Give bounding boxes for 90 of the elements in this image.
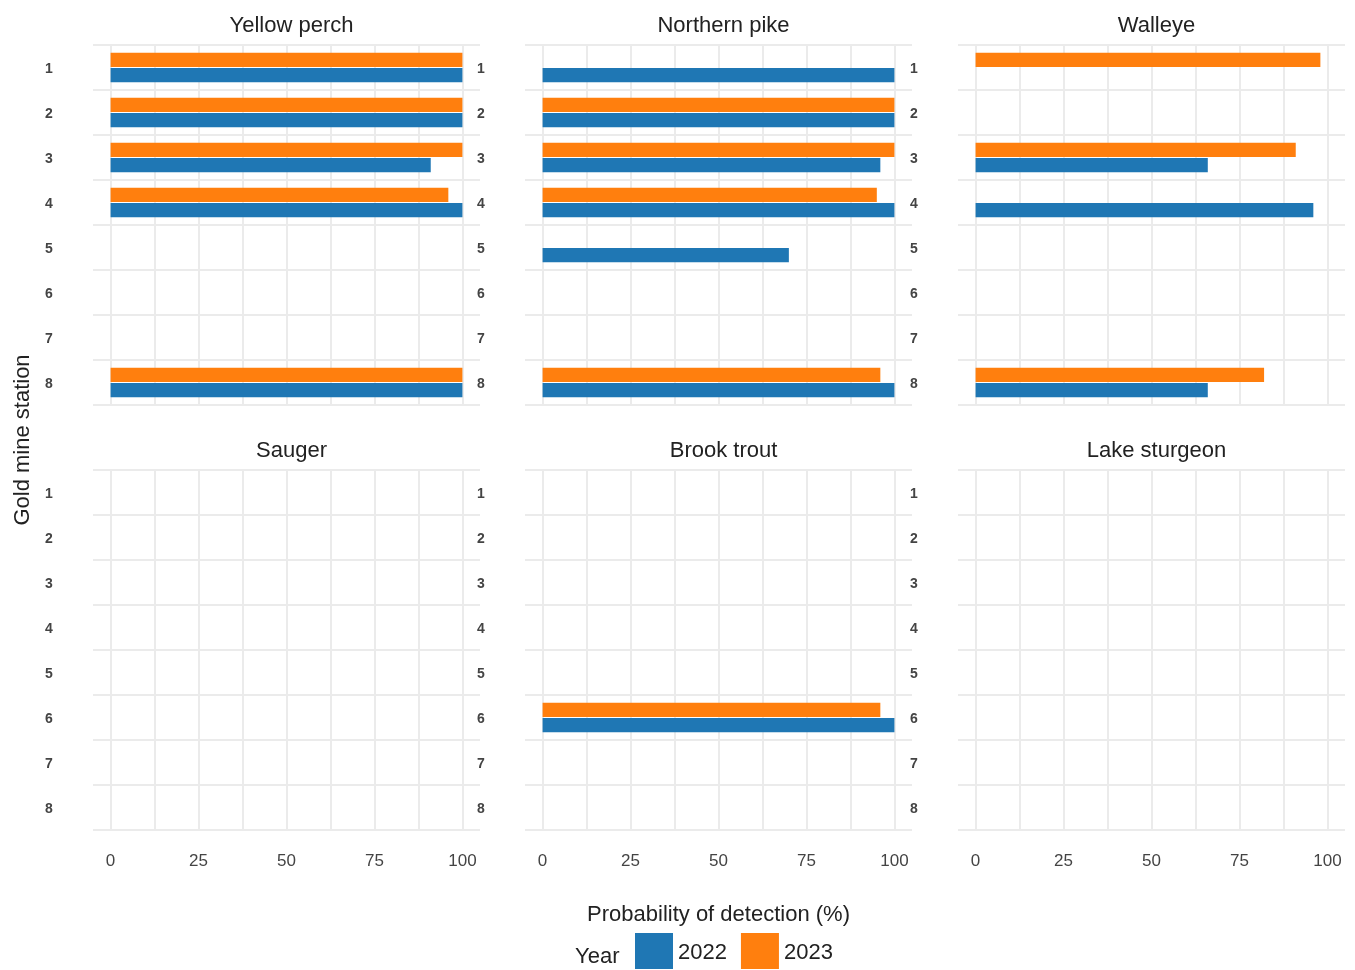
y-tick-label: 8: [45, 374, 54, 391]
y-tick-label: 7: [910, 329, 919, 346]
y-tick-label: 6: [910, 284, 919, 301]
x-tick-label: 25: [621, 851, 641, 870]
y-tick-label: 4: [477, 194, 486, 211]
y-tick-label: 5: [910, 664, 919, 681]
y-tick-label: 6: [477, 709, 486, 726]
bar: [542, 142, 895, 157]
x-tick-label: 25: [189, 851, 209, 870]
y-tick-label: 5: [477, 664, 486, 681]
x-tick-label: 0: [105, 851, 116, 870]
x-tick-label: 50: [709, 851, 728, 870]
bar: [542, 248, 789, 263]
x-tick-label: 100: [880, 851, 909, 870]
y-tick-label: 5: [45, 239, 54, 256]
y-tick-label: 7: [45, 754, 54, 771]
x-tick-label: 100: [1313, 851, 1342, 870]
y-tick-label: 7: [477, 329, 486, 346]
bar: [542, 68, 895, 83]
y-tick-label: 3: [45, 149, 54, 166]
bar: [542, 158, 881, 173]
bar: [542, 97, 895, 112]
y-tick-label: 1: [45, 59, 54, 76]
y-tick-label: 6: [45, 709, 54, 726]
y-tick-label: 2: [45, 104, 54, 121]
bar: [975, 158, 1208, 173]
y-tick-label: 7: [910, 754, 919, 771]
y-tick-label: 6: [477, 284, 486, 301]
y-tick-label: 1: [477, 484, 486, 501]
y-tick-label: 3: [477, 149, 486, 166]
y-tick-label: 3: [910, 149, 919, 166]
x-axis-title: Probability of detection (%): [587, 900, 850, 926]
y-tick-label: 7: [477, 754, 486, 771]
bar: [975, 52, 1321, 67]
y-tick-label: 2: [45, 529, 54, 546]
x-tick-label: 50: [277, 851, 296, 870]
x-tick-label: 75: [796, 851, 816, 870]
chart-title: Brook trout: [669, 436, 778, 462]
chart-title: Walleye: [1117, 11, 1196, 37]
y-tick-label: 3: [477, 574, 486, 591]
y-tick-label: 3: [45, 574, 54, 591]
y-tick-label: 1: [910, 59, 919, 76]
x-tick-label: 25: [1054, 851, 1074, 870]
bar: [542, 367, 881, 382]
chart-title: Sauger: [256, 436, 327, 462]
y-tick-label: 5: [45, 664, 54, 681]
y-tick-label: 8: [910, 374, 919, 391]
y-tick-label: 2: [477, 104, 486, 121]
bar: [542, 203, 895, 218]
x-tick-label: 75: [1229, 851, 1249, 870]
y-tick-label: 4: [45, 619, 54, 636]
y-tick-label: 5: [910, 239, 919, 256]
bar: [975, 203, 1314, 218]
x-tick-label: 50: [1142, 851, 1161, 870]
y-tick-label: 4: [45, 194, 54, 211]
y-tick-label: 8: [477, 799, 486, 816]
y-tick-label: 6: [45, 284, 54, 301]
y-tick-label: 1: [910, 484, 919, 501]
y-tick-label: 2: [477, 529, 486, 546]
bar: [975, 383, 1208, 398]
legend-label: 2023: [783, 938, 833, 964]
y-tick-label: 4: [910, 194, 919, 211]
y-tick-label: 4: [477, 619, 486, 636]
chart-title: Northern pike: [657, 11, 790, 37]
bar: [542, 187, 877, 202]
legend-label: 2022: [678, 938, 727, 964]
y-tick-label: 4: [910, 619, 919, 636]
legend-title: Year: [575, 942, 620, 968]
y-tick-label: 8: [477, 374, 486, 391]
x-tick-label: 100: [448, 851, 477, 870]
bar: [975, 142, 1296, 157]
y-axis-title: Gold mine station: [9, 354, 35, 526]
bar: [542, 383, 895, 398]
y-tick-label: 7: [45, 329, 54, 346]
y-tick-label: 2: [910, 529, 919, 546]
y-tick-label: 6: [910, 709, 919, 726]
y-tick-label: 8: [45, 799, 54, 816]
x-tick-label: 0: [537, 851, 548, 870]
y-tick-label: 5: [477, 239, 486, 256]
x-tick-label: 75: [364, 851, 384, 870]
bar: [542, 113, 895, 128]
bar: [975, 367, 1265, 382]
y-tick-label: 1: [477, 59, 486, 76]
y-tick-label: 3: [910, 574, 919, 591]
y-tick-label: 8: [910, 799, 919, 816]
y-tick-label: 1: [45, 484, 54, 501]
chart-title: Yellow perch: [229, 11, 354, 37]
chart-title: Lake sturgeon: [1086, 436, 1227, 462]
x-tick-label: 0: [970, 851, 981, 870]
y-tick-label: 2: [910, 104, 919, 121]
